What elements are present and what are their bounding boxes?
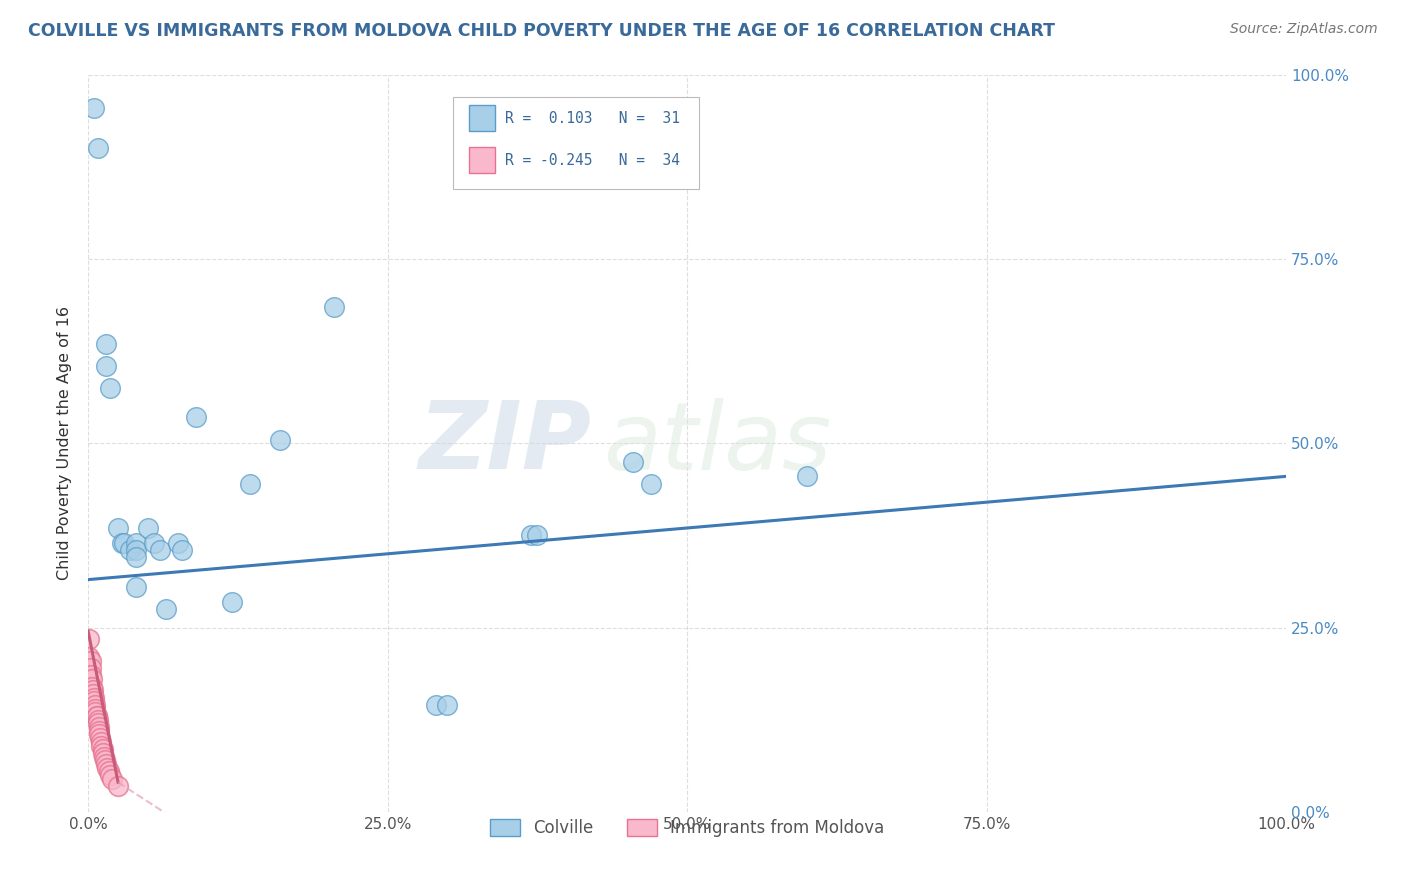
Point [149, 543, 172, 558]
Point [184, 410, 207, 425]
Legend: Colville, Immigrants from Moldova: Colville, Immigrants from Moldova [484, 813, 891, 844]
Point [79, 668, 101, 682]
Point [91, 746, 114, 760]
Point [79, 632, 101, 646]
Point [87, 727, 110, 741]
Point [83, 694, 105, 708]
Point [94, 753, 117, 767]
Point [93, 749, 115, 764]
Point [239, 476, 262, 491]
Point [84, 706, 107, 720]
Point [120, 543, 142, 558]
Point [436, 698, 458, 712]
Point [98, 768, 121, 782]
Point [143, 535, 166, 549]
Point [425, 698, 447, 712]
Point [221, 595, 243, 609]
Y-axis label: Child Poverty Under the Age of 16: Child Poverty Under the Age of 16 [58, 306, 72, 580]
Point [84, 698, 107, 712]
Point [80, 672, 103, 686]
Point [87, 713, 110, 727]
Point [640, 476, 662, 491]
Point [170, 543, 193, 558]
Point [796, 469, 818, 483]
Bar [470, 147, 495, 173]
Point [94, 359, 117, 373]
Point [111, 535, 134, 549]
Point [94, 756, 117, 771]
Point [98, 381, 121, 395]
Point [91, 742, 114, 756]
Point [84, 701, 107, 715]
Point [101, 772, 124, 786]
Point [520, 528, 543, 542]
Point [621, 455, 644, 469]
Point [155, 602, 177, 616]
Point [83, 101, 105, 115]
Point [125, 543, 148, 558]
Point [89, 731, 111, 746]
Point [107, 521, 129, 535]
Point [79, 661, 101, 675]
Text: R = -0.245   N =  34: R = -0.245 N = 34 [505, 153, 681, 168]
Point [96, 761, 118, 775]
Point [269, 433, 291, 447]
Point [94, 336, 117, 351]
Point [83, 690, 105, 705]
Point [125, 535, 148, 549]
Point [107, 779, 129, 793]
Text: atlas: atlas [603, 398, 831, 489]
Point [82, 687, 104, 701]
Point [322, 300, 344, 314]
Point [125, 550, 148, 565]
Point [97, 764, 120, 779]
Point [82, 683, 104, 698]
Point [167, 535, 190, 549]
Point [87, 716, 110, 731]
Bar [470, 104, 495, 131]
Point [526, 528, 548, 542]
Point [112, 535, 135, 549]
Point [79, 650, 101, 665]
Point [125, 580, 148, 594]
Point [86, 709, 108, 723]
Point [136, 521, 159, 535]
FancyBboxPatch shape [454, 96, 699, 189]
Text: ZIP: ZIP [419, 397, 592, 489]
Text: R =  0.103   N =  31: R = 0.103 N = 31 [505, 111, 681, 126]
Text: COLVILLE VS IMMIGRANTS FROM MOLDOVA CHILD POVERTY UNDER THE AGE OF 16 CORRELATIO: COLVILLE VS IMMIGRANTS FROM MOLDOVA CHIL… [28, 22, 1054, 40]
Point [87, 141, 110, 155]
Point [90, 735, 112, 749]
Text: Source: ZipAtlas.com: Source: ZipAtlas.com [1230, 22, 1378, 37]
Point [79, 654, 101, 668]
Point [86, 709, 108, 723]
Point [80, 680, 103, 694]
Point [90, 739, 112, 753]
Point [87, 720, 110, 734]
Point [87, 723, 110, 738]
